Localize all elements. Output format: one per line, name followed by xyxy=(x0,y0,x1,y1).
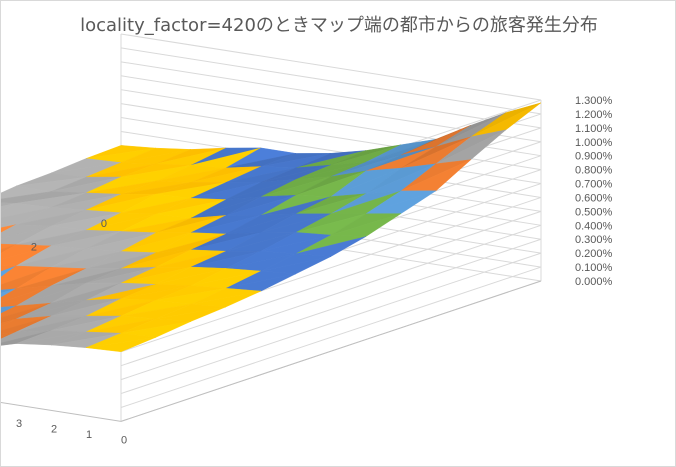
axes: 0.000% 0.100% 0.200% 0.300% 0.400% 0.500% 0.60… xyxy=(1,95,613,446)
z-tick-label: 0.200% xyxy=(575,248,613,260)
x-tick-label: 2 xyxy=(31,241,37,253)
z-tick-label: 0.700% xyxy=(575,179,613,191)
y-axis-line xyxy=(1,402,122,422)
z-tick-label: 0.000% xyxy=(575,276,613,288)
surface-facet xyxy=(1,223,17,228)
z-tick-label: 0.900% xyxy=(575,151,613,163)
z-tick-label: 1.000% xyxy=(575,137,613,149)
y-tick-label: 0 xyxy=(121,434,127,446)
z-tick-label: 1.200% xyxy=(575,109,613,121)
y-tick-label: 1 xyxy=(86,429,92,441)
z-tick-label: 1.300% xyxy=(575,95,613,107)
z-tick-label: 0.100% xyxy=(575,262,613,274)
y-tick-label: 3 xyxy=(16,418,22,430)
z-tick-label: 0.400% xyxy=(575,220,613,232)
y-tick-label: 2 xyxy=(51,423,57,435)
surface-facet xyxy=(85,337,157,352)
z-tick-label: 0.800% xyxy=(575,165,613,177)
x-axis-line xyxy=(120,280,542,422)
x-tick-label: 0 xyxy=(101,218,107,230)
z-tick-label: 1.100% xyxy=(575,123,613,135)
surface xyxy=(1,102,542,352)
z-tick-label: 0.500% xyxy=(575,206,613,218)
z-tick-label: 0.300% xyxy=(575,234,613,246)
chart-title: locality_factor=420のときマップ端の都市からの旅客発生分布 xyxy=(80,15,598,36)
z-tick-label: 0.600% xyxy=(575,192,613,204)
